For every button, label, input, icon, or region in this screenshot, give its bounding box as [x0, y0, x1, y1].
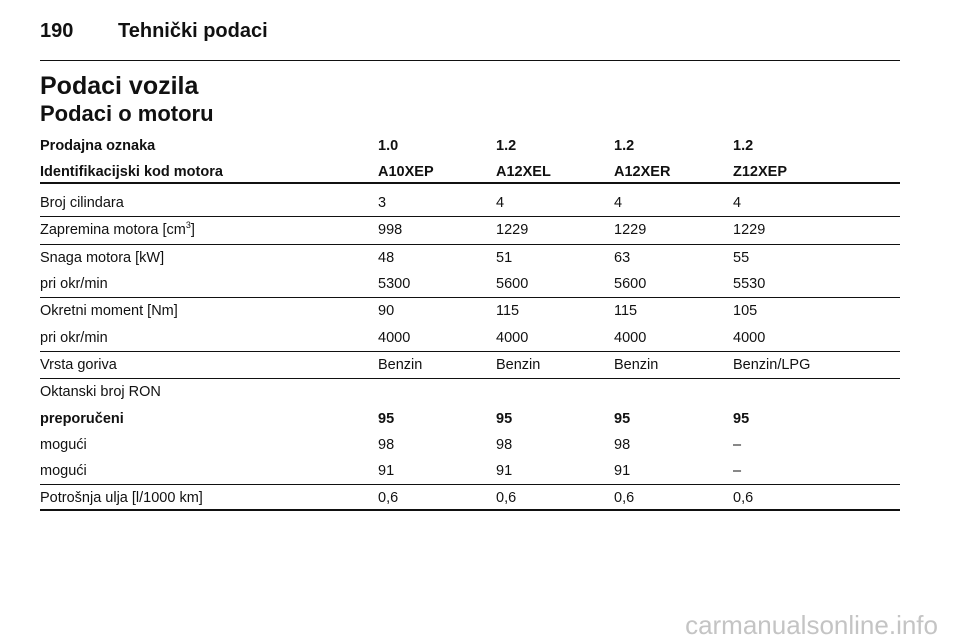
label-part: mogući	[40, 436, 87, 453]
label-part: mogući	[40, 463, 87, 480]
value-cell: Benzin	[378, 356, 423, 373]
label-part: pri okr/min	[40, 276, 108, 293]
table-rule	[40, 509, 900, 511]
row-label: Snaga motora [kW]	[40, 249, 164, 267]
value-cell: 0,6	[496, 490, 517, 507]
value-cell: 5300	[378, 276, 411, 293]
value-cell: 0,6	[378, 490, 399, 507]
label-part: Okretni moment [Nm]	[40, 303, 178, 320]
value-cell: 0,6	[614, 490, 635, 507]
value-cell: –	[733, 436, 742, 453]
page-number: 190	[40, 20, 74, 42]
value-cell: 95	[378, 410, 395, 427]
label-part: preporučeni	[40, 410, 124, 427]
label-part: Oktanski broj RON	[40, 384, 161, 401]
value-cell: 91	[378, 463, 395, 480]
label-part: Broj cilindara	[40, 195, 124, 212]
value-cell: 5600	[496, 276, 529, 293]
row-label: Okretni moment [Nm]	[40, 302, 178, 320]
value-cell: 5530	[733, 276, 766, 293]
value-cell: 4	[733, 195, 742, 212]
value-cell: 4	[496, 195, 505, 212]
label-part: pri okr/min	[40, 329, 108, 346]
value-cell: 98	[614, 436, 631, 453]
table-rule	[40, 378, 900, 379]
value-cell: 4000	[733, 329, 766, 346]
row-label: pri okr/min	[40, 329, 108, 347]
value-cell: 91	[614, 463, 631, 480]
value-cell: Benzin	[614, 356, 659, 373]
header-cell: A12XEL	[496, 164, 551, 180]
value-cell: Benzin	[496, 356, 541, 373]
header-cell: 1.2	[733, 138, 754, 154]
value-cell: 55	[733, 249, 750, 266]
value-cell: 51	[496, 249, 513, 266]
table-rule	[40, 351, 900, 352]
value-cell: 95	[496, 410, 513, 427]
page-title: Podaci vozila	[40, 72, 199, 100]
table-rule	[40, 216, 900, 217]
label-part: 3	[185, 220, 191, 231]
page-subtitle: Podaci o motoru	[40, 101, 214, 126]
label-part: Snaga motora [kW]	[40, 249, 165, 266]
header-cell: Prodajna oznaka	[40, 138, 156, 154]
table-rule	[40, 244, 900, 245]
row-label: Zapremina motora [cm3]	[40, 221, 195, 239]
header-cell: A10XEP	[378, 164, 434, 180]
value-cell: 90	[378, 303, 395, 320]
row-label: pri okr/min	[40, 275, 108, 293]
value-cell: 63	[614, 249, 631, 266]
value-cell: 3	[378, 195, 387, 212]
value-cell: 1229	[614, 222, 647, 239]
table-rule	[40, 297, 900, 298]
table-rule	[40, 484, 900, 485]
value-cell: 4000	[496, 329, 529, 346]
value-cell: 998	[378, 222, 403, 239]
row-label: Broj cilindara	[40, 194, 124, 212]
header-rule	[40, 60, 900, 61]
header-cell: 1.2	[614, 138, 635, 154]
header-cell: 1.0	[378, 138, 399, 154]
value-cell: 98	[378, 436, 395, 453]
value-cell: 4000	[378, 329, 411, 346]
header-cell: Identifikacijski kod motora	[40, 164, 223, 180]
value-cell: 5600	[614, 276, 647, 293]
label-part: Zapremina motora [cm	[40, 222, 186, 239]
value-cell: 115	[496, 303, 520, 320]
row-label: preporučeni	[40, 410, 124, 428]
value-cell: 4	[614, 195, 623, 212]
row-label: Potrošnja ulja [l/1000 km]	[40, 489, 203, 507]
section-title: Tehnički podaci	[118, 20, 268, 42]
value-cell: 95	[614, 410, 631, 427]
label-part: Potrošnja ulja [l/1000 km]	[40, 490, 203, 507]
header-cell: Z12XEP	[733, 164, 787, 180]
value-cell: 1229	[733, 222, 766, 239]
row-label: mogući	[40, 436, 87, 454]
watermark: carmanualsonline.info	[685, 610, 938, 640]
value-cell: 4000	[614, 329, 647, 346]
header-cell: 1.2	[496, 138, 517, 154]
value-cell: 95	[733, 410, 750, 427]
label-part: Vrsta goriva	[40, 356, 117, 373]
value-cell: 0,6	[733, 490, 754, 507]
value-cell: 115	[614, 303, 638, 320]
value-cell: 105	[733, 303, 758, 320]
value-cell: 48	[378, 249, 395, 266]
value-cell: 91	[496, 463, 513, 480]
value-cell: 98	[496, 436, 513, 453]
value-cell: –	[733, 463, 742, 480]
row-label: Vrsta goriva	[40, 356, 117, 374]
label-part: ]	[190, 222, 195, 239]
row-label: Oktanski broj RON	[40, 383, 161, 401]
header-cell: A12XER	[614, 164, 671, 180]
value-cell: 1229	[496, 222, 529, 239]
row-label: mogući	[40, 462, 87, 480]
value-cell: Benzin/LPG	[733, 356, 811, 373]
table-rule	[40, 182, 900, 184]
